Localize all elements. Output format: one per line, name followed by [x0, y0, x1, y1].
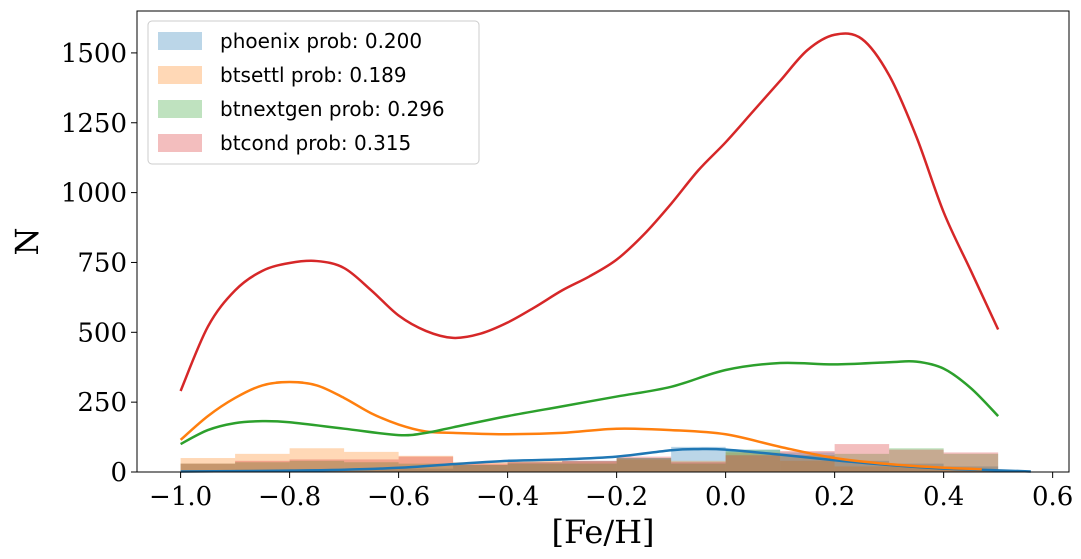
- hist-bar-s0-b9: [671, 446, 726, 472]
- y-tick-label: 0: [110, 458, 127, 488]
- hist-bar-s2-b9: [671, 463, 726, 472]
- legend-label-s3: btcond prob: 0.315: [220, 131, 411, 155]
- x-tick-label: −0.6: [367, 482, 430, 512]
- hist-bar-s2-b2: [289, 460, 345, 472]
- legend-label-s0: phoenix prob: 0.200: [220, 29, 422, 53]
- hist-bar-s2-b8: [616, 458, 672, 472]
- legend: phoenix prob: 0.200 btsettl prob: 0.189 bt…: [147, 20, 480, 165]
- y-tick-label: 1000: [61, 179, 127, 209]
- hist-bar-s1-b2: [289, 448, 345, 472]
- hist-bar-s1-b8: [616, 459, 672, 472]
- plot-area-frame: [136, 10, 1070, 473]
- legend-swatch-s3: [158, 134, 202, 152]
- hist-bar-s2-b10: [725, 449, 781, 472]
- hist-bar-s1-b7: [562, 461, 617, 472]
- y-tick-label: 750: [77, 248, 127, 278]
- hist-bar-s1-b5: [453, 462, 508, 472]
- y-axis-label: N: [8, 228, 46, 256]
- hist-bar-s1-b3: [344, 451, 399, 472]
- hist-bar-s3-b9: [671, 462, 726, 472]
- x-tick-label: −0.2: [585, 482, 648, 512]
- hist-bar-s0-b5: [453, 465, 508, 472]
- curve-line-s1: [179, 380, 982, 471]
- hist-bar-s3-b7: [562, 460, 617, 472]
- hist-bar-s3-b11: [780, 451, 835, 472]
- curve-layer: [179, 32, 1031, 473]
- hist-bar-s3-b6: [507, 462, 563, 472]
- x-tick-label: −1.0: [149, 482, 212, 512]
- hist-bar-s2-b4: [398, 463, 454, 472]
- hist-bar-s0-b4: [398, 468, 454, 472]
- hist-bar-s0-b6: [507, 462, 563, 472]
- hist-bar-s3-b8: [616, 456, 672, 472]
- hist-bar-s1-b11: [780, 460, 835, 472]
- hist-bar-s1-b1: [235, 453, 290, 472]
- hist-bar-s1-b6: [507, 460, 563, 472]
- hist-bar-s2-b5: [453, 465, 508, 472]
- hist-bar-s2-b1: [235, 462, 290, 472]
- x-tick-label: −0.4: [476, 482, 539, 512]
- x-tick-label: 0.6: [1032, 482, 1073, 512]
- hist-bar-s0-b12: [834, 460, 890, 472]
- hist-bar-s2-b6: [507, 463, 563, 472]
- hist-bar-s3-b1: [235, 460, 290, 472]
- hist-bar-s1-b12: [834, 466, 890, 472]
- hist-bar-s0-b8: [616, 458, 672, 472]
- x-axis-label: [Fe/H]: [551, 513, 654, 551]
- x-tick-label: 0.2: [814, 482, 855, 512]
- hist-bar-s1-b0: [180, 458, 236, 472]
- hist-bar-s0-b3: [344, 469, 399, 472]
- legend-swatch-s2: [158, 100, 202, 118]
- y-axis: 0 250 500 750 1000 1250 1500: [61, 39, 137, 488]
- hist-bar-s1-b9: [671, 460, 726, 472]
- hist-bar-s2-b3: [344, 462, 399, 472]
- x-tick-label: 0.4: [923, 482, 964, 512]
- hist-bar-s1-b10: [725, 452, 781, 472]
- legend-label-s2: btnextgen prob: 0.296: [220, 97, 445, 121]
- hist-bar-s2-b0: [180, 463, 236, 472]
- hist-bar-s3-b14: [943, 452, 999, 472]
- y-tick-label: 500: [77, 318, 127, 348]
- legend-box: [147, 20, 480, 165]
- y-tick-label: 1500: [61, 39, 127, 69]
- hist-bar-s3-b12: [834, 444, 890, 472]
- hist-bar-s0-b10: [725, 449, 781, 472]
- legend-label-s1: btsettl prob: 0.189: [220, 63, 407, 87]
- hist-bar-s3-b10: [725, 455, 781, 472]
- hist-bar-s0-b7: [562, 460, 617, 472]
- x-tick-label: −0.8: [258, 482, 321, 512]
- y-tick-label: 250: [77, 388, 127, 418]
- legend-swatch-s1: [158, 66, 202, 84]
- hist-bar-s3-b0: [180, 463, 236, 472]
- x-axis: −1.0 −0.8 −0.6 −0.4 −0.2 0.0 0.2 0.4 0.6: [149, 472, 1073, 512]
- hist-bar-s2-b7: [562, 463, 617, 472]
- hist-bar-s1-b13: [889, 466, 944, 472]
- hist-bar-s3-b5: [453, 463, 508, 472]
- x-tick-label: 0.0: [705, 482, 746, 512]
- curve-line-s3: [179, 32, 1000, 392]
- y-tick-label: 1250: [61, 109, 127, 139]
- curve-line-s2: [180, 359, 1000, 446]
- legend-swatch-s0: [158, 32, 202, 50]
